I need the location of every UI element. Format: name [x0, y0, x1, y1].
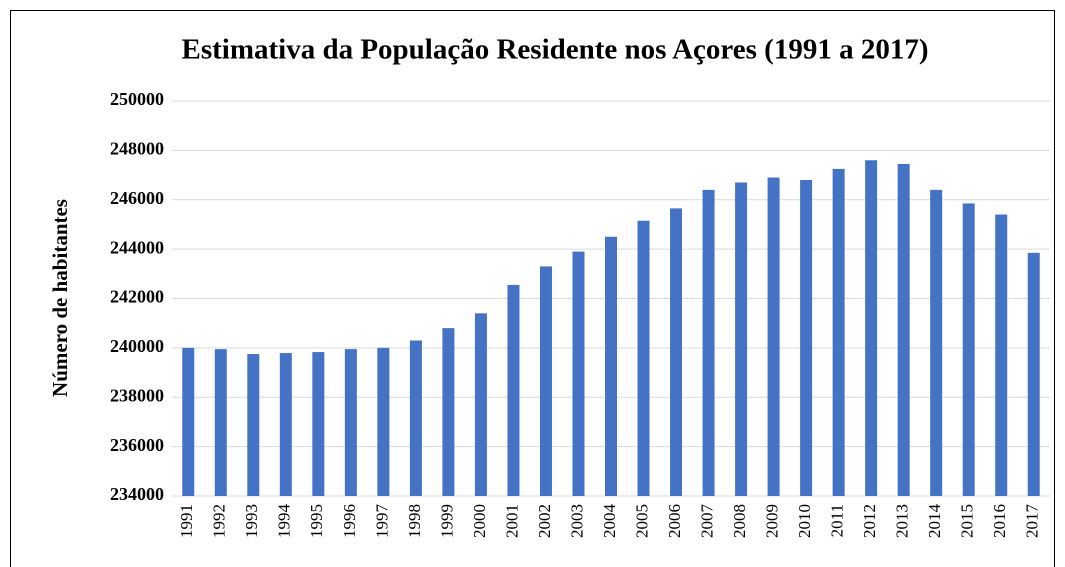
bar	[442, 328, 455, 496]
x-tick-label: 1999	[437, 504, 456, 538]
bar	[930, 189, 943, 496]
x-tick-label: 2013	[893, 504, 912, 538]
bar	[767, 177, 780, 496]
y-tick-label: 248000	[110, 139, 164, 159]
y-axis-label: Número de habitantes	[48, 199, 72, 397]
bar	[312, 352, 325, 496]
bar	[344, 349, 357, 496]
x-tick-label: 2006	[665, 504, 684, 538]
x-tick-label: 1997	[372, 504, 391, 539]
bar	[279, 353, 292, 496]
x-tick-label: 2015	[958, 504, 977, 538]
bar	[247, 354, 260, 496]
bar	[865, 160, 878, 496]
x-tick-label: 2010	[795, 504, 814, 538]
x-tick-label: 2011	[828, 504, 847, 537]
y-tick-label: 234000	[110, 484, 164, 504]
x-tick-label: 1992	[210, 504, 229, 538]
bar	[474, 313, 487, 496]
bar	[800, 180, 813, 496]
y-tick-label: 250000	[110, 89, 164, 109]
bar	[637, 220, 650, 496]
x-tick-label: 2005	[632, 504, 651, 538]
y-tick-label: 242000	[110, 287, 164, 307]
x-tick-label: 2002	[535, 504, 554, 538]
bar	[670, 208, 683, 496]
x-tick-label: 2008	[730, 504, 749, 538]
x-tick-label: 2000	[470, 504, 489, 538]
x-tick-label: 1996	[340, 504, 359, 538]
y-tick-label: 236000	[110, 435, 164, 455]
x-tick-label: 1998	[405, 504, 424, 538]
bar	[995, 214, 1008, 496]
bar	[409, 340, 422, 496]
bar	[539, 266, 552, 496]
bar	[735, 182, 748, 496]
bar	[182, 347, 195, 496]
y-tick-label: 240000	[110, 336, 164, 356]
chart-title: Estimativa da População Residente nos Aç…	[181, 34, 928, 66]
x-tick-label: 2016	[990, 504, 1009, 538]
y-tick-label: 246000	[110, 188, 164, 208]
x-tick-label: 2014	[925, 504, 944, 539]
x-tick-label: 1994	[275, 504, 294, 539]
bar	[214, 349, 227, 496]
x-tick-label: 2003	[567, 504, 586, 538]
bar	[605, 236, 617, 496]
x-tick-label: 2004	[600, 504, 619, 539]
x-tick-label: 2001	[502, 504, 521, 538]
bar	[897, 163, 910, 496]
bar	[702, 189, 715, 496]
x-tick-label: 2007	[697, 504, 716, 539]
x-tick-label: 1993	[242, 504, 261, 538]
y-tick-label: 244000	[110, 237, 164, 257]
bar	[832, 168, 845, 496]
x-tick-label: 2012	[860, 504, 879, 538]
x-tick-label: 1991	[177, 504, 196, 538]
bar	[507, 284, 520, 496]
bar	[962, 203, 975, 496]
bar	[377, 347, 390, 496]
x-tick-label: 1995	[307, 504, 326, 538]
y-tick-label: 238000	[110, 385, 164, 405]
x-tick-label: 2017	[1023, 504, 1042, 539]
x-tick-label: 2009	[762, 504, 781, 538]
bar	[1027, 252, 1040, 496]
bar	[572, 251, 585, 496]
